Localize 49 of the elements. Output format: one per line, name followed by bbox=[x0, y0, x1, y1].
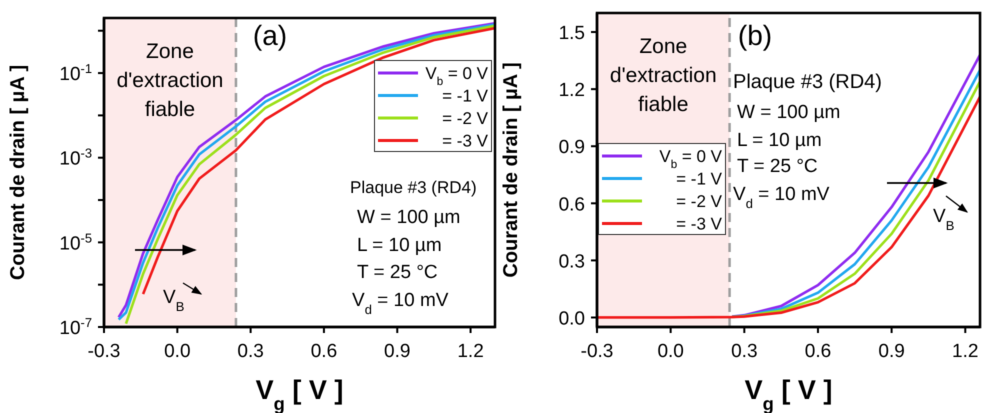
y-tick-label: 10$^{-7}$ bbox=[59, 314, 92, 339]
legend-label: V$_{b}$ = 0 V bbox=[425, 64, 489, 88]
y-tick-label: 0.3 bbox=[558, 251, 585, 272]
x-tick-label: 0.3 bbox=[237, 341, 264, 362]
y-tick-label: 0.6 bbox=[558, 194, 585, 216]
y-tick-label: 0.0 bbox=[558, 308, 585, 330]
annotation: L = 10 µm bbox=[357, 235, 442, 256]
x-tick-label: 1.2 bbox=[952, 341, 978, 362]
band-label: Zone d'extraction fiable bbox=[116, 40, 224, 121]
y-tick-label: 0.9 bbox=[558, 137, 585, 158]
y-axis-title: Courant de drain [ µA ] bbox=[7, 64, 29, 280]
annotation: (a) bbox=[252, 20, 288, 51]
legend-label: = -1 V bbox=[676, 170, 723, 188]
annotation: L = 10 µm bbox=[737, 130, 822, 151]
annotation: T = 25 °C bbox=[357, 262, 438, 283]
y-axis-title: Courant de drain [ µA ] bbox=[500, 62, 522, 278]
legend-label: = -3 V bbox=[676, 214, 723, 234]
annotation: V$_{B}$ bbox=[933, 206, 954, 232]
x-tick-label: 0.3 bbox=[731, 341, 758, 362]
annotation: V$_{d}$ = 10 mV bbox=[733, 184, 830, 210]
annotation: Plaque #3 (RD4) bbox=[350, 178, 477, 197]
x-tick-label: 0.9 bbox=[384, 341, 410, 362]
x-tick-label: -0.3 bbox=[580, 341, 614, 362]
line-series bbox=[597, 95, 980, 319]
x-tick-label: -0.3 bbox=[88, 341, 120, 362]
y-tick-label: 10$^{-3}$ bbox=[59, 145, 92, 170]
x-tick-label: 0.0 bbox=[657, 341, 684, 362]
legend-label: = -3 V bbox=[442, 132, 489, 150]
annotation: W = 100 µm bbox=[357, 207, 460, 228]
x-tick-label: 1.2 bbox=[457, 341, 484, 362]
band-label: Zone d'extraction fiable bbox=[610, 35, 717, 116]
annotation: V$_{B}$ bbox=[163, 287, 184, 314]
legend-label: V$_{b}$ = 0 V bbox=[659, 147, 723, 171]
legend-label: = -2 V bbox=[676, 192, 723, 211]
annotation: (b) bbox=[738, 20, 772, 51]
x-tick-label: 0.6 bbox=[804, 341, 832, 362]
annotation: V$_{d}$ = 10 mV bbox=[352, 290, 449, 316]
y-tick-label: 1.5 bbox=[558, 23, 585, 44]
x-tick-label: 0.9 bbox=[878, 341, 905, 362]
annotation: T = 25 °C bbox=[737, 156, 818, 177]
x-tick-label: 0.0 bbox=[164, 341, 191, 362]
annotation: W = 100 µm bbox=[737, 102, 840, 123]
y-tick-label: 1.2 bbox=[558, 80, 585, 102]
annotation: Plaque #3 (RD4) bbox=[733, 71, 882, 93]
y-tick-label: 10$^{-1}$ bbox=[59, 60, 92, 86]
x-tick-label: 0.6 bbox=[310, 341, 338, 362]
legend-label: = -1 V bbox=[442, 86, 489, 106]
legend-label: = -2 V bbox=[442, 109, 489, 128]
y-tick-label: 10$^{-5}$ bbox=[59, 230, 92, 254]
